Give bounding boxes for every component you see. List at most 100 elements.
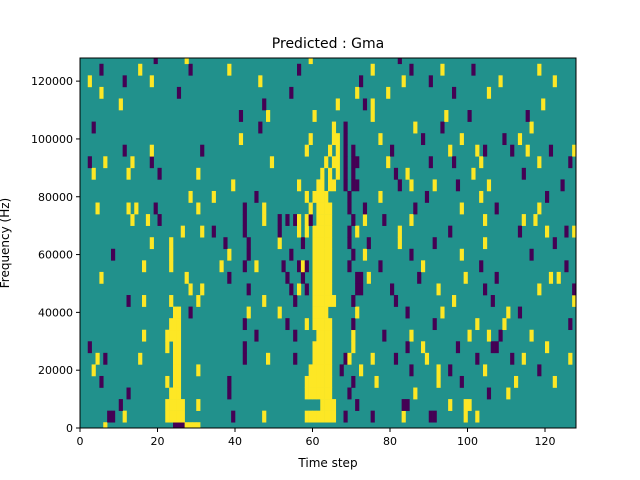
heatmap-cell bbox=[227, 271, 232, 284]
heatmap-cell bbox=[405, 167, 410, 180]
heatmap-cell bbox=[262, 214, 267, 226]
heatmap-cell bbox=[343, 410, 348, 423]
heatmap-cell bbox=[378, 260, 383, 273]
heatmap-cell bbox=[479, 260, 484, 273]
heatmap-cell bbox=[355, 179, 360, 192]
heatmap-cell bbox=[320, 387, 325, 400]
heatmap-cell bbox=[188, 283, 193, 296]
heatmap-cell bbox=[366, 271, 371, 284]
heatmap-cell bbox=[393, 295, 399, 307]
y-axis-label: Frequency (Hz) bbox=[0, 198, 12, 289]
heatmap-cell bbox=[91, 121, 96, 134]
heatmap-cell bbox=[335, 167, 340, 180]
heatmap-cell bbox=[355, 225, 360, 238]
heatmap-cell bbox=[304, 375, 309, 388]
heatmap-cell bbox=[351, 156, 356, 169]
heatmap-cell bbox=[219, 260, 224, 273]
heatmap-cell bbox=[173, 422, 178, 429]
heatmap-cell bbox=[343, 156, 348, 169]
heatmap-cell bbox=[572, 225, 577, 238]
heatmap-cell bbox=[258, 75, 263, 88]
heatmap-cell bbox=[320, 295, 325, 307]
heatmap-cell bbox=[316, 364, 321, 377]
heatmap-cell bbox=[103, 422, 108, 429]
heatmap-cell bbox=[328, 271, 333, 284]
heatmap-cell bbox=[328, 225, 333, 238]
heatmap-cell bbox=[297, 260, 302, 273]
heatmap-cell bbox=[324, 214, 329, 226]
heatmap-cell bbox=[173, 399, 178, 411]
heatmap-cell bbox=[552, 375, 557, 388]
heatmap-cell bbox=[122, 410, 127, 423]
heatmap-cell bbox=[359, 75, 364, 88]
heatmap-cell bbox=[297, 63, 302, 76]
heatmap-cell bbox=[328, 329, 333, 342]
heatmap-cell bbox=[568, 156, 573, 169]
heatmap-cell bbox=[328, 283, 333, 296]
heatmap-cell bbox=[355, 306, 360, 319]
heatmap-cell bbox=[107, 410, 112, 423]
heatmap-cell bbox=[254, 190, 259, 203]
heatmap-cell bbox=[397, 179, 402, 192]
heatmap-cell bbox=[165, 399, 170, 411]
heatmap-cell bbox=[316, 225, 321, 238]
heatmap-cell bbox=[308, 410, 313, 423]
heatmap-cell bbox=[196, 422, 201, 429]
heatmap-cell bbox=[459, 202, 464, 215]
heatmap-cell bbox=[169, 260, 174, 273]
heatmap-cell bbox=[440, 121, 445, 134]
heatmap-cell bbox=[320, 248, 325, 261]
x-tick-label: 40 bbox=[228, 435, 242, 448]
heatmap-cell bbox=[378, 190, 383, 203]
heatmap-cell bbox=[304, 387, 309, 400]
heatmap-cell bbox=[525, 144, 530, 157]
heatmap-cell bbox=[227, 375, 232, 388]
heatmap-cell bbox=[312, 237, 317, 250]
heatmap-cell bbox=[517, 306, 523, 319]
heatmap-cell bbox=[432, 410, 437, 423]
heatmap-cell bbox=[382, 214, 387, 226]
heatmap-cell bbox=[169, 295, 174, 307]
heatmap-cell bbox=[165, 410, 170, 423]
heatmap-cell bbox=[142, 295, 147, 307]
heatmap-cell bbox=[545, 341, 550, 354]
heatmap-cell bbox=[552, 237, 557, 250]
heatmap-cell bbox=[572, 283, 577, 296]
heatmap-cell bbox=[564, 225, 569, 238]
heatmap-cell bbox=[428, 410, 433, 423]
heatmap-cell bbox=[246, 306, 251, 319]
heatmap-cell bbox=[463, 410, 468, 423]
heatmap-cell bbox=[316, 352, 321, 365]
heatmap-cell bbox=[176, 399, 182, 411]
heatmap-cell bbox=[351, 318, 356, 331]
heatmap-cell bbox=[529, 248, 534, 261]
heatmap-cell bbox=[393, 167, 399, 180]
heatmap-cell bbox=[331, 295, 337, 307]
heatmap-cell bbox=[192, 422, 197, 429]
heatmap-cell bbox=[324, 283, 329, 296]
heatmap-cell bbox=[130, 156, 135, 169]
heatmap-cell bbox=[521, 352, 526, 365]
heatmap-cell bbox=[246, 283, 251, 296]
heatmap-cell bbox=[300, 237, 306, 250]
heatmap-cell bbox=[254, 329, 259, 342]
heatmap-cell bbox=[324, 399, 329, 411]
heatmap-cell bbox=[355, 86, 360, 99]
heatmap-cell bbox=[262, 98, 267, 111]
heatmap-cell bbox=[111, 410, 116, 423]
heatmap-cell bbox=[312, 248, 317, 261]
heatmap-cell bbox=[118, 399, 123, 411]
heatmap-cells bbox=[87, 58, 577, 429]
heatmap-cell bbox=[196, 167, 201, 180]
heatmap-cell bbox=[122, 75, 127, 88]
heatmap-cell bbox=[459, 248, 464, 261]
heatmap-cell bbox=[312, 364, 317, 377]
heatmap-cell bbox=[328, 295, 333, 307]
heatmap-cell bbox=[262, 295, 267, 307]
heatmap-cell bbox=[126, 295, 131, 307]
heatmap-cell bbox=[320, 318, 325, 331]
heatmap-cell bbox=[277, 214, 282, 226]
heatmap-cell bbox=[277, 237, 282, 250]
heatmap-cell bbox=[560, 179, 565, 192]
heatmap-cell bbox=[486, 329, 492, 342]
